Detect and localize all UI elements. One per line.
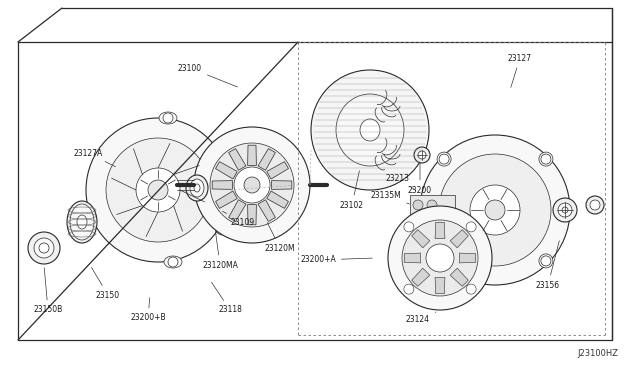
Polygon shape [258, 148, 275, 170]
Circle shape [414, 147, 430, 163]
Circle shape [194, 127, 310, 243]
Circle shape [244, 177, 260, 193]
Ellipse shape [164, 256, 182, 268]
Text: 23127A: 23127A [74, 148, 115, 167]
Circle shape [404, 284, 414, 294]
Circle shape [439, 154, 551, 266]
Circle shape [439, 256, 449, 266]
Circle shape [485, 200, 505, 220]
Text: 23118: 23118 [212, 282, 242, 314]
Polygon shape [216, 162, 237, 179]
Circle shape [388, 206, 492, 310]
Ellipse shape [437, 254, 451, 268]
Ellipse shape [360, 119, 380, 141]
Circle shape [553, 198, 577, 222]
Circle shape [439, 154, 449, 164]
Circle shape [558, 203, 572, 217]
Circle shape [590, 200, 600, 210]
Circle shape [106, 138, 210, 242]
Polygon shape [435, 222, 445, 238]
Ellipse shape [190, 179, 204, 197]
Ellipse shape [216, 225, 230, 235]
Polygon shape [460, 253, 476, 263]
Circle shape [466, 222, 476, 232]
Circle shape [420, 135, 570, 285]
Text: 23102: 23102 [340, 171, 364, 209]
Ellipse shape [311, 70, 429, 190]
Circle shape [466, 284, 476, 294]
Text: 23124: 23124 [406, 312, 436, 324]
Circle shape [148, 180, 168, 200]
Circle shape [413, 200, 423, 210]
Circle shape [163, 113, 173, 123]
Ellipse shape [70, 204, 94, 240]
Circle shape [39, 243, 49, 253]
Text: 23213: 23213 [386, 173, 416, 190]
Circle shape [427, 215, 437, 225]
Ellipse shape [539, 152, 553, 166]
Polygon shape [216, 191, 237, 208]
Circle shape [427, 200, 437, 210]
Text: 23156: 23156 [536, 241, 560, 289]
Circle shape [413, 215, 423, 225]
Circle shape [418, 151, 426, 159]
Polygon shape [228, 200, 246, 221]
Polygon shape [267, 162, 289, 179]
Polygon shape [450, 268, 468, 286]
Polygon shape [228, 148, 246, 170]
Text: 23120M: 23120M [265, 222, 295, 253]
Text: 23150: 23150 [92, 267, 120, 299]
Text: 23120MA: 23120MA [202, 231, 238, 269]
Text: 23200+B: 23200+B [130, 298, 166, 323]
Polygon shape [404, 253, 420, 263]
Ellipse shape [336, 94, 404, 166]
Ellipse shape [186, 175, 208, 201]
Circle shape [219, 226, 227, 234]
Circle shape [470, 185, 520, 235]
Polygon shape [271, 181, 292, 189]
Circle shape [86, 118, 230, 262]
Bar [410, 195, 455, 233]
Circle shape [586, 196, 604, 214]
Text: 23200+A: 23200+A [300, 256, 372, 264]
Polygon shape [248, 205, 257, 225]
Circle shape [136, 168, 180, 212]
Circle shape [541, 154, 551, 164]
Circle shape [402, 220, 478, 296]
Polygon shape [267, 191, 289, 208]
Text: 23109: 23109 [223, 211, 255, 227]
Text: 23200: 23200 [408, 163, 432, 195]
Polygon shape [258, 200, 275, 221]
Polygon shape [212, 181, 232, 189]
Text: 23100: 23100 [178, 64, 237, 87]
Ellipse shape [159, 112, 177, 124]
Circle shape [426, 244, 454, 272]
Circle shape [34, 238, 54, 258]
Polygon shape [412, 230, 430, 248]
Polygon shape [435, 278, 445, 294]
Circle shape [562, 207, 568, 213]
Circle shape [541, 256, 551, 266]
Circle shape [404, 222, 414, 232]
Polygon shape [450, 230, 468, 248]
Ellipse shape [194, 184, 200, 192]
Ellipse shape [437, 152, 451, 166]
Ellipse shape [67, 201, 97, 243]
Text: 23127: 23127 [508, 54, 532, 87]
Ellipse shape [77, 215, 87, 229]
Circle shape [168, 257, 178, 267]
Circle shape [210, 143, 294, 227]
Polygon shape [248, 145, 257, 166]
Text: J23100HZ: J23100HZ [577, 349, 618, 358]
Circle shape [28, 232, 60, 264]
Circle shape [234, 167, 270, 203]
Bar [18, 42, 612, 340]
Text: 23150B: 23150B [33, 268, 63, 314]
Text: 23135M: 23135M [371, 190, 410, 204]
Ellipse shape [216, 145, 230, 155]
Polygon shape [412, 268, 430, 286]
Ellipse shape [539, 254, 553, 268]
Circle shape [219, 146, 227, 154]
